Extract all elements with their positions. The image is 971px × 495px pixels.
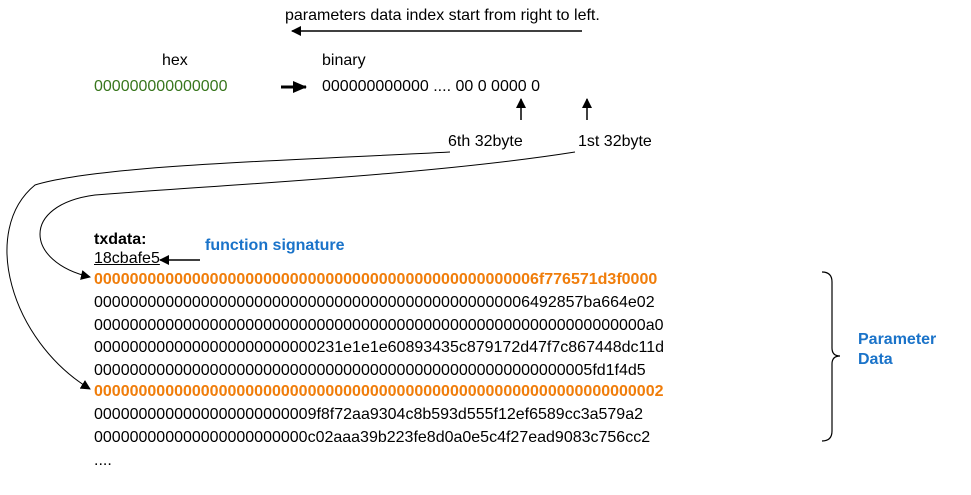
param-row-1: 0000000000000000000000000000000000000000…	[94, 271, 658, 288]
marker-6th-32byte: 6th 32byte	[448, 133, 523, 150]
parameter-data-label-line1: Parameter	[858, 331, 937, 348]
param-row-4: 0000000000000000000000000231e1e1e6089343…	[94, 339, 665, 356]
param-row-7: 0000000000000000000000009f8f72aa9304c8b5…	[94, 406, 643, 423]
param-row-6: 0000000000000000000000000000000000000000…	[94, 383, 664, 400]
curve-6th-to-row6	[6, 151, 451, 390]
ellipsis: ....	[94, 452, 112, 469]
binary-label: binary	[322, 52, 366, 69]
param-row-8: 000000000000000000000000c02aaa39b223fe8d…	[94, 429, 651, 446]
hex-value: 000000000000000	[94, 78, 228, 95]
param-row-2: 0000000000000000000000000000000000000000…	[94, 294, 655, 311]
parameter-brace	[821, 271, 841, 442]
txdata-label: txdata:	[94, 231, 147, 248]
param-row-5: 0000000000000000000000000000000000000000…	[94, 362, 646, 379]
marker-1st-32byte: 1st 32byte	[578, 133, 652, 150]
direction-note: parameters data index start from right t…	[285, 7, 600, 24]
function-signature-value: 18cbafe5	[94, 250, 160, 267]
hex-label: hex	[162, 52, 188, 69]
parameter-data-label-line2: Data	[858, 351, 893, 368]
function-signature-label: function signature	[205, 237, 345, 254]
binary-value: 000000000000 .... 00 0 0000 0	[322, 78, 540, 95]
curve-1st-to-row1	[39, 151, 576, 280]
param-row-3: 0000000000000000000000000000000000000000…	[94, 317, 664, 334]
